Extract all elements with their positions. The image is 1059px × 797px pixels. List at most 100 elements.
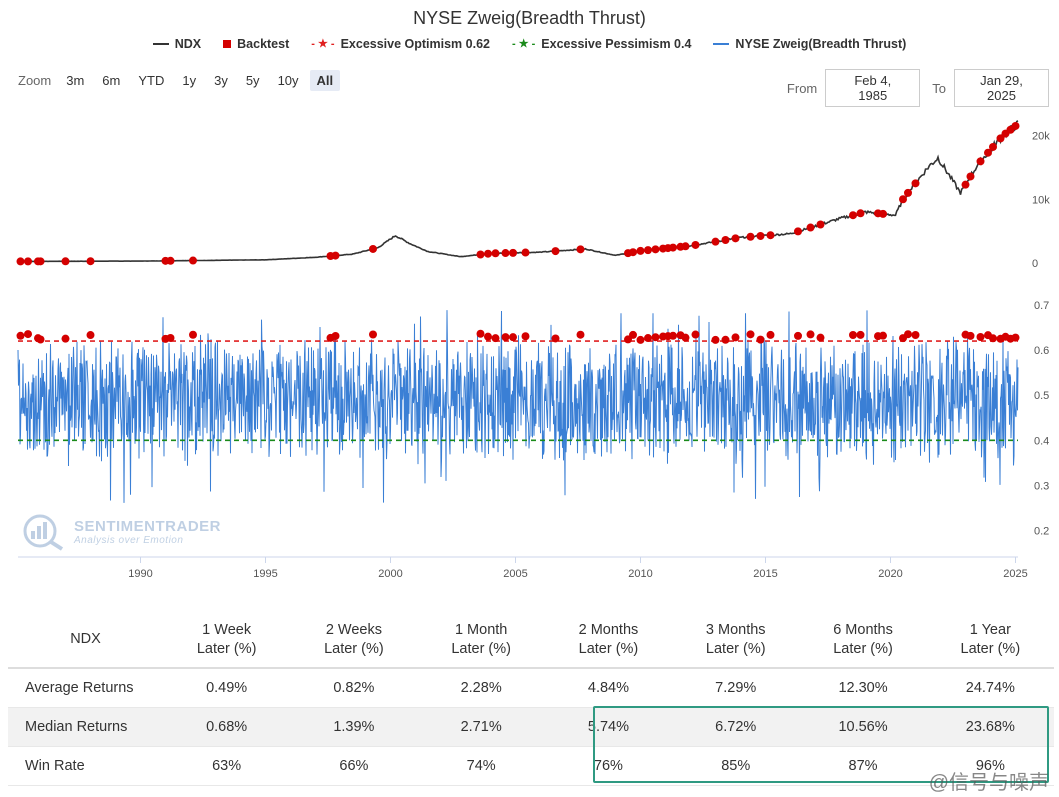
y-tick-label: 0.6 <box>1034 345 1049 357</box>
backtest-point <box>721 235 730 244</box>
watermark: SENTIMENTRADER Analysis over Emotion <box>22 513 221 551</box>
table-cell: 5.74% <box>544 707 673 747</box>
square-icon <box>223 40 232 48</box>
backtest-point <box>966 331 975 340</box>
backtest-point <box>794 227 802 236</box>
backtest-point <box>36 335 45 344</box>
x-tick-label: 2020 <box>878 568 902 580</box>
magnifier-chart-icon <box>22 513 66 551</box>
backtest-point <box>491 334 500 343</box>
legend-item-backtest[interactable]: Backtest <box>223 37 289 51</box>
table-cell: 0.49% <box>163 668 291 708</box>
backtest-point <box>1011 333 1020 342</box>
backtest-point <box>501 333 510 342</box>
y-tick-label: 0.4 <box>1034 435 1049 447</box>
table-cell: 10.56% <box>799 707 927 747</box>
x-tick-label: 2015 <box>753 568 777 580</box>
backtest-point <box>976 157 985 166</box>
header-cell: 1 Week Later (%) <box>163 612 291 669</box>
legend-label: Backtest <box>237 37 290 51</box>
y-tick-label: 0.7 <box>1034 300 1049 312</box>
table-cell: 66% <box>290 746 418 786</box>
backtest-point <box>24 330 32 339</box>
backtest-point <box>629 330 637 339</box>
chart-canvas: 20k 10k 0 0.7 0.6 0.5 0.4 0.3 0.2 1990 1995 2000 200… <box>16 120 1050 580</box>
from-label: From <box>786 80 818 96</box>
table-cell: 76% <box>544 746 673 786</box>
backtest-point <box>36 257 45 266</box>
zoom-button-3m[interactable]: 3m <box>66 73 85 88</box>
header-cell: NDX <box>8 612 163 669</box>
backtest-point <box>369 244 377 253</box>
backtest-point <box>61 334 70 343</box>
zoom-button-6m[interactable]: 6m <box>102 73 121 88</box>
ndx-series-line <box>18 120 1019 263</box>
backtest-point <box>681 242 690 251</box>
backtest-point <box>24 257 32 266</box>
star-line-icon: - ★ - <box>511 38 536 50</box>
backtest-point <box>691 240 700 249</box>
x-tick-label: 2000 <box>378 568 402 580</box>
table-row: Win Rate 63% 66% 74% 76% 85% 87% 96% <box>8 746 1054 786</box>
legend-label: NYSE Zweig(Breadth Thrust) <box>735 37 907 51</box>
backtest-point <box>521 248 530 257</box>
zoom-button-ytd[interactable]: YTD <box>138 73 165 88</box>
table-cell: 4.84% <box>544 668 673 708</box>
table-cell: 0.82% <box>290 668 418 708</box>
backtest-point <box>856 209 865 218</box>
y-tick-label: 0.2 <box>1034 525 1049 537</box>
zoom-label: Zoom <box>18 73 52 88</box>
backtest-point <box>899 195 907 204</box>
backtest-point <box>849 211 857 220</box>
star-line-icon: - ★ - <box>311 38 335 50</box>
backtest-point <box>16 331 25 340</box>
backtest-point <box>806 330 815 339</box>
backtest-point <box>86 257 95 266</box>
row-label: Median Returns <box>8 707 163 747</box>
backtest-point <box>766 330 775 339</box>
table-header-row: NDX 1 Week Later (%) 2 Weeks Later (%) 1 M… <box>8 612 1054 669</box>
backtest-point <box>521 332 530 341</box>
backtest-point <box>746 330 755 339</box>
table-cell: 24.74% <box>926 668 1054 708</box>
backtest-point <box>976 332 985 341</box>
to-date-input[interactable]: Jan 29, 2025 <box>954 69 1049 107</box>
legend-item-pessimism[interactable]: - ★ - Excessive Pessimism 0.4 <box>512 37 691 51</box>
table-cell: 2.28% <box>417 668 545 708</box>
zoom-button-all[interactable]: All <box>309 70 341 91</box>
table-cell: 63% <box>163 746 291 786</box>
backtest-point <box>1011 121 1020 130</box>
legend-item-optimism[interactable]: - ★ - Excessive Optimism 0.62 <box>311 37 490 51</box>
backtest-point <box>669 243 677 252</box>
zoom-button-3y[interactable]: 3y <box>214 73 228 88</box>
backtest-point <box>551 334 560 343</box>
backtest-point <box>681 333 690 342</box>
header-cell: 3 Months Later (%) <box>672 612 800 669</box>
table-cell: 74% <box>417 746 545 786</box>
legend-label: Excessive Optimism 0.62 <box>340 37 490 51</box>
backtest-point <box>806 223 815 232</box>
zoom-button-1y[interactable]: 1y <box>182 73 197 88</box>
from-date-input[interactable]: Feb 4, 1985 <box>825 69 921 107</box>
zoom-button-5y[interactable]: 5y <box>245 73 260 88</box>
backtest-point <box>551 247 560 256</box>
backtest-point <box>711 237 720 246</box>
table-cell: 0.68% <box>163 707 291 747</box>
legend-label: Excessive Pessimism 0.4 <box>541 37 692 51</box>
zoom-button-10y[interactable]: 10y <box>277 73 299 88</box>
backtest-point <box>691 330 700 339</box>
zweig-series-line <box>17 310 1019 503</box>
signature-watermark: @信号与噪声 <box>928 772 1049 794</box>
x-tick-label: 2025 <box>1003 568 1027 580</box>
x-tick-label: 2005 <box>503 568 527 580</box>
backtest-point <box>501 249 510 258</box>
legend-item-zweig[interactable]: NYSE Zweig(Breadth Thrust) <box>713 37 906 51</box>
legend-item-ndx[interactable]: NDX <box>152 37 201 51</box>
backtest-point <box>509 333 517 342</box>
table-cell: 2.71% <box>417 707 545 747</box>
backtest-point <box>476 250 485 259</box>
to-label: To <box>932 80 946 96</box>
backtest-point <box>509 248 517 257</box>
backtest-point <box>816 220 825 229</box>
backtest-point <box>629 248 637 257</box>
